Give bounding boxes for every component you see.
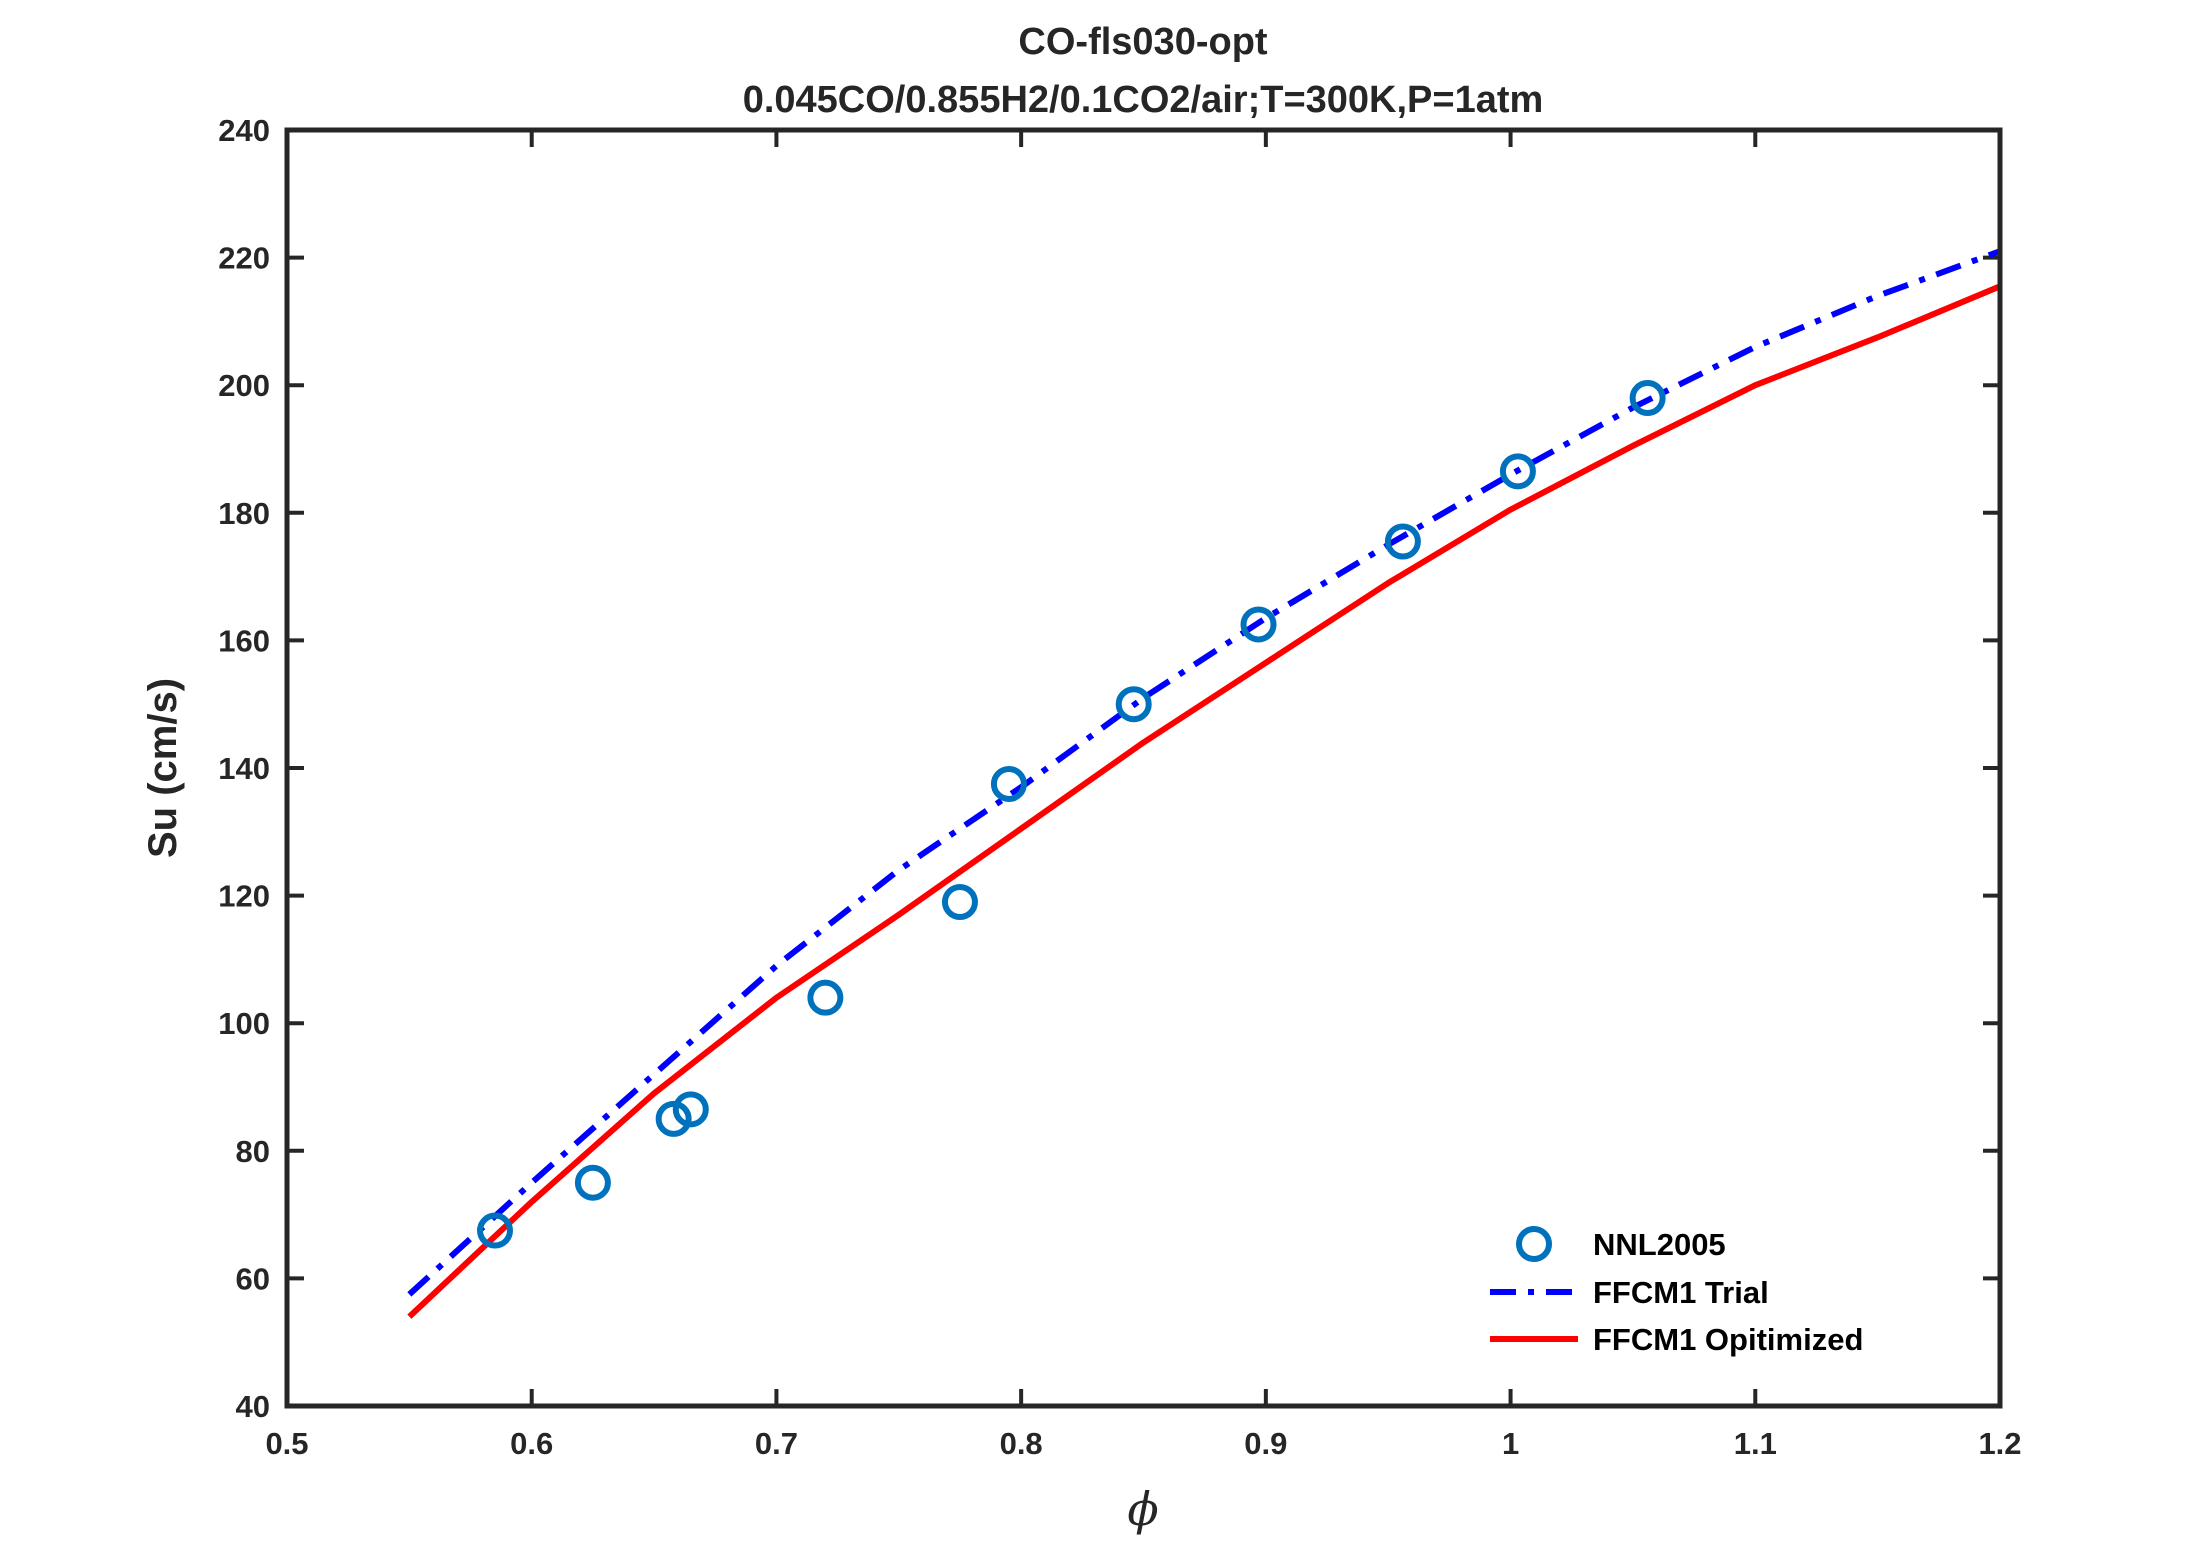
series-line-1 (407, 248, 2002, 1297)
data-point (1115, 686, 1152, 723)
x-tick-label: 1 (1502, 1426, 1519, 1461)
x-tick-label: 0.5 (265, 1426, 308, 1461)
data-point (941, 883, 978, 920)
x-tick-label: 0.7 (755, 1426, 798, 1461)
chart-title: CO-fls030-opt (1018, 21, 1267, 63)
y-tick-label: 240 (218, 113, 270, 148)
data-point (1499, 453, 1536, 490)
axes-box (284, 127, 2003, 1409)
y-tick-label: 80 (236, 1134, 270, 1169)
y-tick-label: 220 (218, 241, 270, 276)
series-layer (407, 248, 2002, 1319)
data-point (672, 1091, 709, 1128)
x-tick-label: 1.1 (1734, 1426, 1777, 1461)
legend: NNL2005 FFCM1 Trial FFCM1 Opitimized (1490, 1226, 1863, 1357)
legend-label-2: FFCM1 Opitimized (1593, 1322, 1863, 1357)
y-tick-label: 40 (236, 1389, 270, 1424)
series-line-2 (407, 283, 2002, 1319)
legend-label-1: FFCM1 Trial (1593, 1275, 1769, 1310)
data-point (1629, 379, 1666, 416)
y-tick-label: 120 (218, 879, 270, 914)
data-point (574, 1164, 611, 1201)
data-point (1384, 523, 1421, 560)
data-point (1240, 606, 1277, 643)
y-tick-label: 160 (218, 623, 270, 658)
x-tick-label: 0.9 (1244, 1426, 1287, 1461)
x-axis-label: ϕ (1127, 1482, 1158, 1536)
legend-marker-0 (1516, 1226, 1552, 1262)
data-point (990, 765, 1027, 802)
x-axis-ticks: 0.5 0.6 0.7 0.8 0.9 1 1.1 1.2 (265, 130, 2022, 1461)
data-point (807, 979, 844, 1016)
y-tick-label: 140 (218, 751, 270, 786)
x-tick-label: 1.2 (1978, 1426, 2021, 1461)
y-tick-label: 100 (218, 1006, 270, 1041)
y-tick-label: 200 (218, 368, 270, 403)
y-tick-label: 180 (218, 496, 270, 531)
legend-label-0: NNL2005 (1593, 1227, 1726, 1262)
y-tick-label: 60 (236, 1261, 270, 1296)
chart-subtitle: 0.045CO/0.855H2/0.1CO2/air;T=300K,P=1atm (743, 79, 1544, 121)
y-axis-label: Su (cm/s) (141, 678, 185, 858)
x-tick-label: 0.6 (510, 1426, 553, 1461)
y-axis-ticks: 40 60 80 100 120 140 160 180 200 220 240 (218, 113, 2000, 1424)
data-point (477, 1212, 514, 1249)
x-tick-label: 0.8 (1000, 1426, 1043, 1461)
plot-area (287, 130, 2000, 1406)
